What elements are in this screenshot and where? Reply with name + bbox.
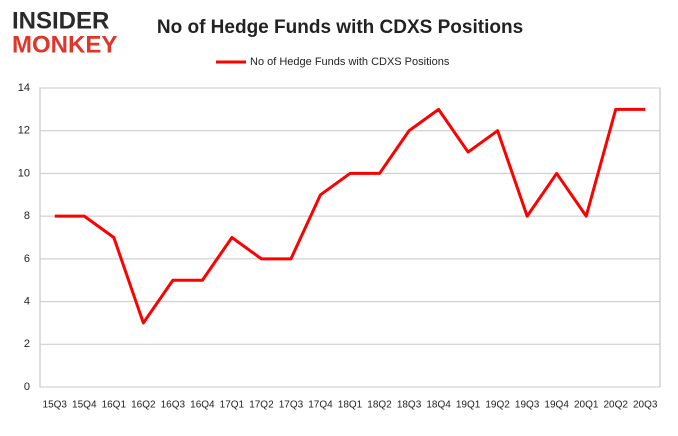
x-tick-label: 17Q2 (249, 400, 274, 411)
x-tick-label: 15Q4 (72, 400, 97, 411)
x-tick-label: 15Q3 (43, 400, 68, 411)
x-tick-label: 17Q4 (308, 400, 333, 411)
x-tick-label: 19Q2 (485, 400, 510, 411)
x-tick-label: 19Q1 (456, 400, 481, 411)
data-line (54, 107, 646, 325)
chart-title: No of Hedge Funds with CDXS Positions (157, 17, 523, 38)
x-tick-label: 16Q1 (102, 400, 127, 411)
x-tick-label: 18Q1 (338, 400, 363, 411)
x-tick-label: 20Q1 (574, 400, 599, 411)
x-tick-label: 16Q4 (190, 400, 215, 411)
legend-label: No of Hedge Funds with CDXS Positions (250, 56, 450, 68)
x-tick-label: 19Q3 (515, 400, 540, 411)
x-tick-label: 16Q2 (131, 400, 156, 411)
x-tick-label: 20Q3 (633, 400, 658, 411)
x-tick-label: 18Q2 (367, 400, 392, 411)
y-tick-label: 12 (18, 125, 30, 137)
x-tick-label: 17Q1 (220, 400, 245, 411)
y-tick-label: 2 (24, 338, 30, 350)
y-tick-label: 0 (24, 381, 30, 393)
plot-frame (39, 87, 661, 388)
x-tick-label: 19Q4 (544, 400, 569, 411)
logo-line2: MONKEY (12, 31, 117, 58)
x-tick-label: 16Q3 (161, 400, 186, 411)
y-tick-label: 8 (24, 210, 30, 222)
logo-line1: INSIDER (12, 7, 109, 34)
y-tick-label: 10 (18, 167, 30, 179)
x-tick-label: 18Q4 (426, 400, 451, 411)
y-tick-label: 4 (24, 295, 30, 307)
y-tick-label: 6 (24, 253, 30, 265)
x-tick-label: 17Q3 (279, 400, 304, 411)
x-tick-label: 18Q3 (397, 400, 422, 411)
y-tick-label: 14 (18, 82, 30, 94)
x-tick-label: 20Q2 (603, 400, 628, 411)
